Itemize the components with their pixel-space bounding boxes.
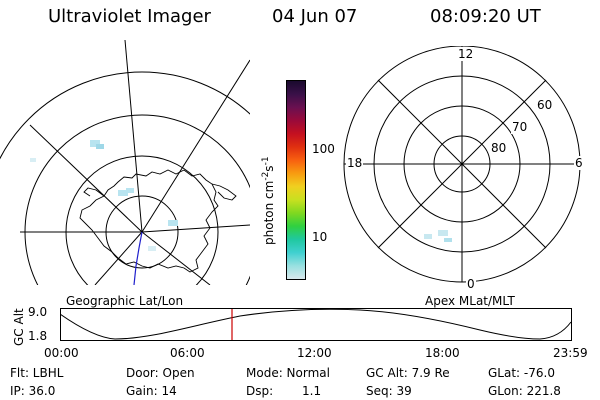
timeline-xtick-0000: 00:00 <box>44 346 79 360</box>
timeline-axis-title: GC Alt <box>12 308 26 346</box>
aurora-patches <box>30 140 178 251</box>
altitude-timeline-plot <box>60 308 572 341</box>
glon-readout: GLon: 221.8 <box>488 384 561 398</box>
mlt-meridian <box>377 79 547 249</box>
date-readout: 04 Jun 07 <box>272 6 358 27</box>
filter-readout: Flt: LBHL <box>10 366 64 380</box>
tick-label-10: 10 <box>312 230 328 244</box>
mlt-label-12: 12 <box>457 47 475 61</box>
timeline-xtick-1200: 12:00 <box>297 346 332 360</box>
meridian-line <box>141 231 211 285</box>
color-scale-unit-label: photon cm-2s-1 <box>261 156 276 245</box>
meridian-line <box>124 40 143 233</box>
app-title: Ultraviolet Imager <box>48 6 211 27</box>
coastline <box>211 183 237 201</box>
coastline <box>79 169 219 273</box>
mlt-label-0: 0 <box>466 277 476 291</box>
altitude-curve <box>60 308 572 340</box>
geographic-panel-label: Geographic Lat/Lon <box>66 294 184 308</box>
ip-readout: IP: 36.0 <box>10 384 56 398</box>
magnetic-polar-plot <box>343 46 581 283</box>
aurora-patches <box>424 230 452 242</box>
door-readout: Door: Open <box>126 366 195 380</box>
mlat-label-80: 80 <box>490 141 508 155</box>
mlat-label-70: 70 <box>511 120 529 134</box>
timeline-xtick-2359: 23:59 <box>553 346 588 360</box>
mode-readout: Mode: Normal <box>246 366 330 380</box>
gc-alt-readout: GC Alt: 7.9 Re <box>366 366 450 380</box>
timeline-xtick-1800: 18:00 <box>425 346 460 360</box>
coastline <box>83 187 105 197</box>
meridian-line <box>141 59 250 233</box>
meridian-line <box>29 124 143 233</box>
dsp-label: Dsp: <box>246 384 274 398</box>
timeline-xtick-0600: 06:00 <box>170 346 205 360</box>
mlt-label-18: 18 <box>346 156 364 170</box>
tick-label-100: 100 <box>312 142 335 156</box>
latitude-ring <box>0 71 250 160</box>
meridian-line <box>141 224 250 233</box>
time-readout: 08:09:20 UT <box>430 6 541 27</box>
geographic-polar-plot <box>0 40 250 285</box>
mlat-label-60: 60 <box>536 98 554 112</box>
glat-readout: GLat: -76.0 <box>488 366 555 380</box>
mlt-label-6: 6 <box>574 156 584 170</box>
gain-readout: Gain: 14 <box>126 384 177 398</box>
color-scale-bar <box>286 80 306 280</box>
sequence-readout: Seq: 39 <box>366 384 412 398</box>
magnetic-panel-label: Apex MLat/MLT <box>425 294 515 308</box>
timeline-ytick-1-8: 1.8 <box>28 329 48 343</box>
dsp-value: 1.1 <box>302 384 322 398</box>
timeline-ytick-9: 9.0 <box>28 305 48 319</box>
orbit-track <box>133 231 143 285</box>
